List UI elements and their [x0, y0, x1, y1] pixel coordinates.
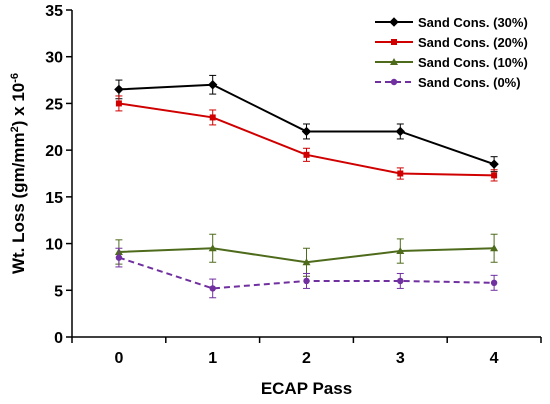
- data-point: [396, 247, 405, 255]
- series-layer: [114, 74, 499, 299]
- y-axis-title-sup2: -6: [9, 73, 21, 83]
- y-tick-label: 30: [45, 50, 63, 67]
- legend-marker: [389, 17, 399, 27]
- x-tick-label: 0: [114, 350, 123, 367]
- y-axis-title: Wt. Loss (gm/mm2) x 10-6: [9, 73, 28, 274]
- data-point: [208, 244, 217, 252]
- x-tick-label: 4: [490, 350, 499, 367]
- y-tick-label: 15: [45, 190, 63, 207]
- y-tick-label: 0: [54, 330, 63, 347]
- y-tick-label: 5: [54, 283, 63, 300]
- legend-label: Sand Cons. (20%): [418, 35, 528, 50]
- legend-marker: [390, 58, 398, 65]
- y-tick-label: 35: [45, 3, 63, 20]
- series-1: [115, 95, 498, 182]
- series-0: [114, 74, 499, 173]
- legend-item-3: Sand Cons. (0%): [375, 75, 521, 90]
- y-axis-title-main: Wt. Loss (gm/mm: [9, 132, 28, 274]
- data-point: [209, 114, 216, 121]
- series-2: [114, 233, 499, 277]
- legend-item-0: Sand Cons. (30%): [375, 15, 528, 30]
- legend-item-1: Sand Cons. (20%): [375, 35, 528, 50]
- data-point: [302, 258, 311, 266]
- x-tick-label: 2: [302, 350, 311, 367]
- series-3: [115, 247, 498, 299]
- x-axis-title: ECAP Pass: [261, 379, 352, 398]
- data-point: [207, 80, 218, 90]
- legend-label: Sand Cons. (0%): [418, 75, 521, 90]
- legend-marker: [391, 39, 397, 45]
- data-point: [490, 244, 499, 252]
- data-point: [397, 277, 404, 285]
- data-point: [209, 285, 216, 292]
- x-tick-label: 1: [208, 350, 217, 367]
- legend-label: Sand Cons. (30%): [418, 15, 528, 30]
- data-point: [395, 126, 406, 137]
- data-point: [301, 126, 312, 137]
- data-point: [114, 84, 124, 95]
- data-point: [397, 170, 404, 177]
- legend-item-2: Sand Cons. (10%): [375, 55, 528, 70]
- y-axis-title-sup1: 2: [9, 126, 21, 132]
- y-axis-title-mid: ) x 10: [9, 83, 28, 126]
- data-point: [303, 151, 310, 158]
- y-tick-label: 10: [45, 237, 63, 254]
- data-point: [303, 277, 310, 285]
- y-tick-label: 25: [45, 96, 63, 113]
- data-point: [490, 279, 498, 287]
- axes: 0 5 10 15 20 25 30 35 0 1 2 3 4: [45, 3, 542, 367]
- data-point: [115, 100, 122, 107]
- legend-label: Sand Cons. (10%): [418, 55, 528, 70]
- data-point: [489, 159, 499, 169]
- data-point: [115, 254, 123, 261]
- legend-marker: [390, 78, 398, 86]
- legend: Sand Cons. (30%) Sand Cons. (20%) Sand Con…: [375, 15, 528, 90]
- x-tick-label: 3: [396, 350, 405, 367]
- y-tick-label: 20: [45, 143, 63, 160]
- data-point: [491, 172, 498, 179]
